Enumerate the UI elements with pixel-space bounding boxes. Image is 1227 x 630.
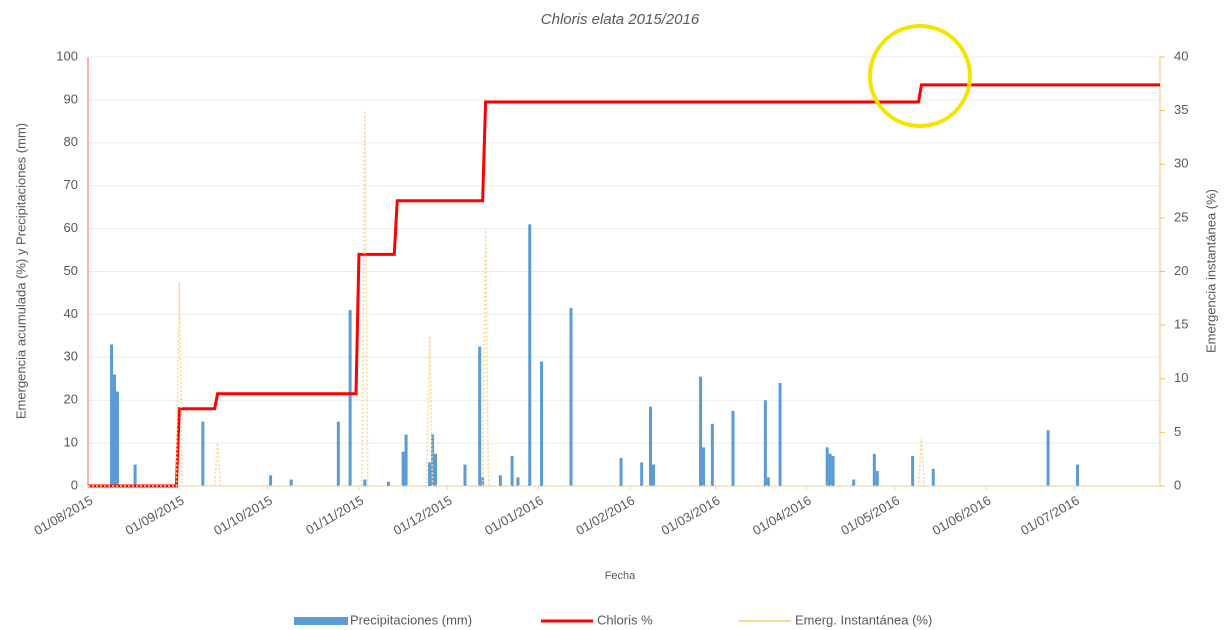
bar	[386, 481, 390, 486]
x-tick-label: 01/09/2015	[123, 493, 187, 539]
y2-tick-label: 15	[1174, 317, 1188, 332]
bar	[699, 376, 703, 486]
y2-tick-label: 25	[1174, 209, 1188, 224]
bar	[875, 470, 879, 486]
bar	[463, 464, 467, 486]
x-tick-label: 01/05/2016	[838, 493, 902, 539]
y-tick-label: 10	[64, 435, 78, 450]
x-tick-label: 01/02/2016	[573, 493, 637, 539]
y2-tick-label: 40	[1174, 48, 1188, 63]
bar	[731, 410, 735, 486]
bar	[201, 421, 205, 486]
legend-label: Emerg. Instantánea (%)	[795, 612, 932, 627]
y2-axis-label: Emergencia instantánea (%)	[1203, 189, 1218, 353]
bar	[825, 447, 829, 486]
bar	[110, 344, 114, 486]
legend-swatch	[294, 617, 348, 625]
bar	[540, 361, 544, 486]
bar	[619, 458, 623, 486]
y-tick-label: 30	[64, 349, 78, 364]
plot-area	[87, 56, 1161, 488]
bar	[269, 475, 273, 486]
bar	[289, 479, 293, 486]
bar	[115, 391, 119, 486]
bar	[528, 224, 532, 486]
y2-tick-label: 20	[1174, 263, 1188, 278]
x-tick-label: 01/12/2015	[391, 493, 455, 539]
bar	[363, 479, 367, 486]
x-tick-label: 01/01/2016	[482, 493, 546, 539]
y2-tick-label: 0	[1174, 477, 1181, 492]
bar	[828, 453, 832, 486]
y-tick-label: 60	[64, 220, 78, 235]
bar	[348, 310, 352, 486]
bar	[872, 453, 876, 486]
line	[88, 83, 1160, 488]
bar	[516, 477, 520, 486]
bar	[401, 451, 405, 486]
bar	[852, 479, 856, 486]
bar	[510, 455, 514, 486]
bar	[428, 462, 432, 486]
bar	[651, 464, 655, 486]
bar	[133, 464, 137, 486]
y-tick-label: 50	[64, 263, 78, 278]
y2-tick-label: 10	[1174, 370, 1188, 385]
bar	[649, 406, 653, 486]
legend-label: Chloris %	[597, 612, 653, 627]
y-axis-label: Emergencia acumulada (%) y Precipitacion…	[13, 123, 28, 419]
y-tick-label: 80	[64, 134, 78, 149]
y-tick-label: 70	[64, 177, 78, 192]
bar	[763, 400, 767, 486]
y-tick-label: 90	[64, 91, 78, 106]
y-tick-label: 100	[56, 48, 78, 63]
bar	[710, 423, 714, 486]
bar	[478, 346, 482, 486]
x-tick-label: 01/06/2016	[930, 493, 994, 539]
bar	[1046, 430, 1050, 486]
x-tick-label: 01/03/2016	[659, 493, 723, 539]
x-tick-label: 01/10/2015	[211, 493, 275, 539]
bar	[778, 383, 782, 486]
bar	[434, 453, 438, 486]
x-tick-label: 01/08/2015	[31, 493, 95, 539]
y2-tick-label: 35	[1174, 102, 1188, 117]
bar	[702, 447, 706, 486]
bar	[766, 477, 770, 486]
bar	[113, 374, 117, 486]
line	[88, 110, 1160, 487]
bar	[336, 421, 340, 486]
x-tick-label: 01/11/2015	[303, 493, 366, 538]
y-tick-label: 40	[64, 306, 78, 321]
bar	[498, 475, 502, 486]
chart-title: Chloris elata 2015/2016	[541, 11, 700, 28]
bar	[640, 462, 644, 486]
bar	[911, 455, 915, 486]
y2-tick-label: 30	[1174, 156, 1188, 171]
y-tick-label: 20	[64, 392, 78, 407]
bar	[569, 307, 573, 486]
y-tick-label: 0	[71, 477, 78, 492]
y2-tick-label: 5	[1174, 424, 1181, 439]
x-tick-label: 01/04/2016	[750, 493, 814, 539]
bar	[1076, 464, 1080, 486]
bar	[831, 455, 835, 486]
x-axis-label: Fecha	[605, 570, 636, 582]
bar	[931, 468, 935, 486]
x-tick-label: 01/07/2016	[1018, 493, 1082, 539]
bar	[404, 434, 408, 486]
highlight-circle	[868, 24, 972, 128]
legend-label: Precipitaciones (mm)	[350, 612, 472, 627]
